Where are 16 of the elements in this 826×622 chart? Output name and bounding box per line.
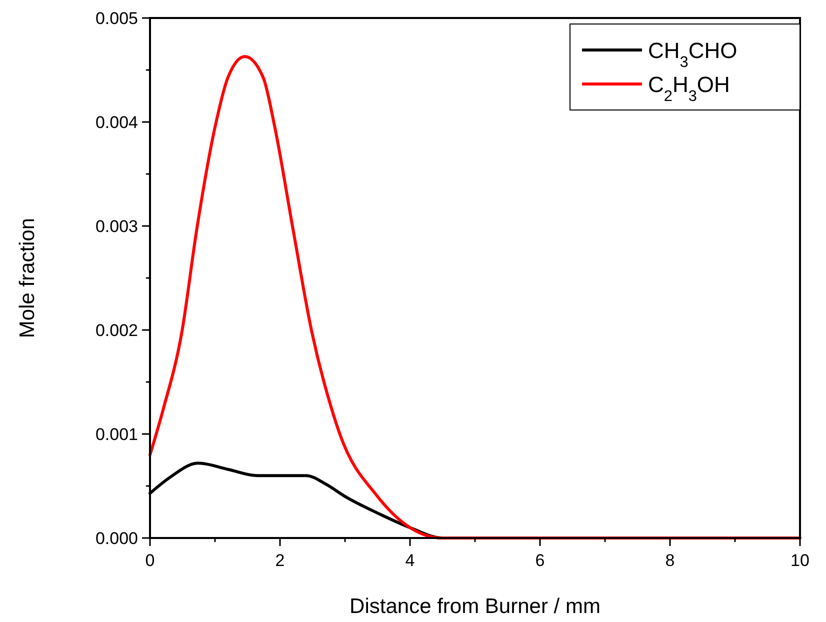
x-tick-label: 8 — [665, 551, 675, 570]
y-axis-title: Mole fraction — [16, 218, 39, 338]
x-tick-label: 10 — [790, 551, 810, 570]
x-tick-label: 4 — [405, 551, 415, 570]
y-tick-label: 0.003 — [95, 217, 138, 236]
legend-label: CH$_{3}$CHO — [648, 38, 738, 70]
y-tick-label: 0.004 — [95, 113, 138, 132]
x-tick-label: 6 — [535, 551, 545, 570]
x-tick-label: 0 — [145, 551, 155, 570]
y-tick-label: 0.000 — [95, 529, 138, 548]
legend-label: C$_{2}$H$_{3}$OH — [648, 72, 730, 104]
x-axis-title: Distance from Burner / mm — [350, 595, 600, 618]
x-tick-label: 2 — [275, 551, 285, 570]
y-tick-label: 0.002 — [95, 321, 138, 340]
y-tick-label: 0.001 — [95, 425, 138, 444]
y-tick-label: 0.005 — [95, 9, 138, 28]
